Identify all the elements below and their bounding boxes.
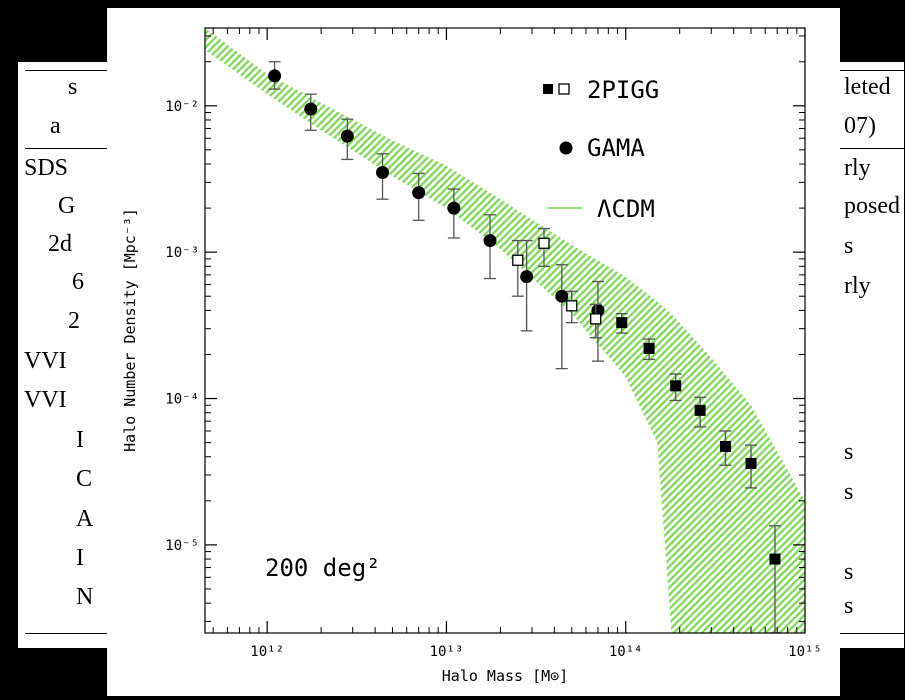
legend-marker-open-square bbox=[558, 83, 570, 95]
table-right-cell: s bbox=[844, 593, 854, 619]
halo-density-chart: 10¹² 10¹³ 10¹⁴ 10¹⁵ 10⁻⁵ 10⁻⁴ 10⁻³ 10⁻² 2PIGG GA… bbox=[121, 27, 822, 685]
data-point-2pigg-filled bbox=[745, 457, 757, 469]
legend-marker-filled-square bbox=[543, 84, 553, 94]
data-point-2pigg-filled bbox=[670, 380, 682, 392]
lcdm-band bbox=[205, 28, 805, 633]
table-left-cell: I bbox=[76, 545, 84, 571]
data-point-gama bbox=[268, 69, 282, 83]
data-point-2pigg-filled bbox=[643, 342, 655, 354]
y-tick-label: 10⁻⁴ bbox=[165, 392, 199, 408]
area-annotation: 200 deg² bbox=[265, 554, 381, 582]
table-left-cell: N bbox=[76, 584, 94, 610]
data-point-2pigg-filled bbox=[719, 441, 731, 453]
table-right-cell: rly bbox=[844, 155, 871, 181]
table-left-cell: VVI bbox=[24, 348, 67, 374]
x-axis-label: Halo Mass [M⊙] bbox=[442, 667, 568, 685]
table-right-cell: s bbox=[844, 439, 854, 465]
data-point-gama bbox=[304, 102, 318, 116]
legend-marker-circle bbox=[559, 141, 573, 155]
data-point-2pigg-open bbox=[538, 237, 550, 249]
x-tick-label: 10¹² bbox=[250, 644, 284, 660]
x-tick-label: 10¹³ bbox=[430, 644, 464, 660]
table-left-cell: C bbox=[76, 466, 93, 492]
data-point-gama bbox=[520, 270, 534, 284]
legend: 2PIGG GAMA ΛCDM bbox=[543, 76, 659, 223]
x-tick-label: 10¹⁵ bbox=[788, 644, 822, 660]
data-point-2pigg-open bbox=[590, 313, 602, 325]
table-left-cell: 2 bbox=[68, 308, 80, 334]
data-point-2pigg-filled bbox=[694, 404, 706, 416]
data-point-2pigg-filled bbox=[769, 553, 781, 565]
table-left-cell: G bbox=[58, 193, 76, 219]
data-point-gama bbox=[555, 289, 569, 303]
table-left-cell: VVI bbox=[24, 387, 67, 413]
series-circle-filled bbox=[268, 61, 605, 370]
data-point-gama bbox=[412, 186, 426, 200]
x-tick-label: 10¹⁴ bbox=[609, 644, 643, 660]
data-point-gama bbox=[447, 201, 461, 215]
plot-frame bbox=[204, 27, 806, 634]
data-point-gama bbox=[483, 234, 497, 248]
table-left-cell: A bbox=[76, 506, 94, 532]
table-right-cell: s bbox=[844, 559, 854, 585]
data-point-2pigg-filled bbox=[616, 317, 628, 329]
y-tick-label: 10⁻³ bbox=[165, 245, 199, 261]
data-point-2pigg-open bbox=[512, 254, 524, 266]
table-right-cell: s bbox=[844, 233, 854, 259]
table-right-cell: posed bbox=[844, 193, 900, 219]
series-square-open bbox=[511, 227, 602, 339]
table-left-cell: a bbox=[50, 113, 61, 139]
data-point-gama bbox=[376, 166, 390, 180]
legend-label-2pigg: 2PIGG bbox=[587, 76, 659, 104]
y-tick-label: 10⁻² bbox=[165, 99, 199, 115]
table-right-cell: leted bbox=[844, 74, 891, 100]
table-left-cell: s bbox=[68, 74, 78, 100]
table-left-cell: 6 bbox=[72, 269, 84, 295]
table-right-cell: rly bbox=[844, 273, 871, 299]
data-point-gama bbox=[340, 129, 354, 143]
y-axis-label: Halo Number Density [Mpc⁻³] bbox=[121, 208, 139, 452]
legend-label-gama: GAMA bbox=[587, 134, 645, 162]
table-right-cell: s bbox=[844, 479, 854, 505]
series-square-filled bbox=[615, 313, 781, 634]
table-right-cell: 07) bbox=[844, 113, 876, 139]
y-tick-label: 10⁻⁵ bbox=[165, 538, 199, 554]
legend-label-lcdm: ΛCDM bbox=[597, 195, 655, 223]
data-point-2pigg-open bbox=[566, 300, 578, 312]
table-left-cell: I bbox=[76, 427, 84, 453]
table-left-cell: SDS bbox=[24, 155, 69, 181]
table-left-cell: 2d bbox=[48, 231, 72, 257]
figure-panel: 10¹² 10¹³ 10¹⁴ 10¹⁵ 10⁻⁵ 10⁻⁴ 10⁻³ 10⁻² 2PIGG GA… bbox=[107, 8, 840, 696]
